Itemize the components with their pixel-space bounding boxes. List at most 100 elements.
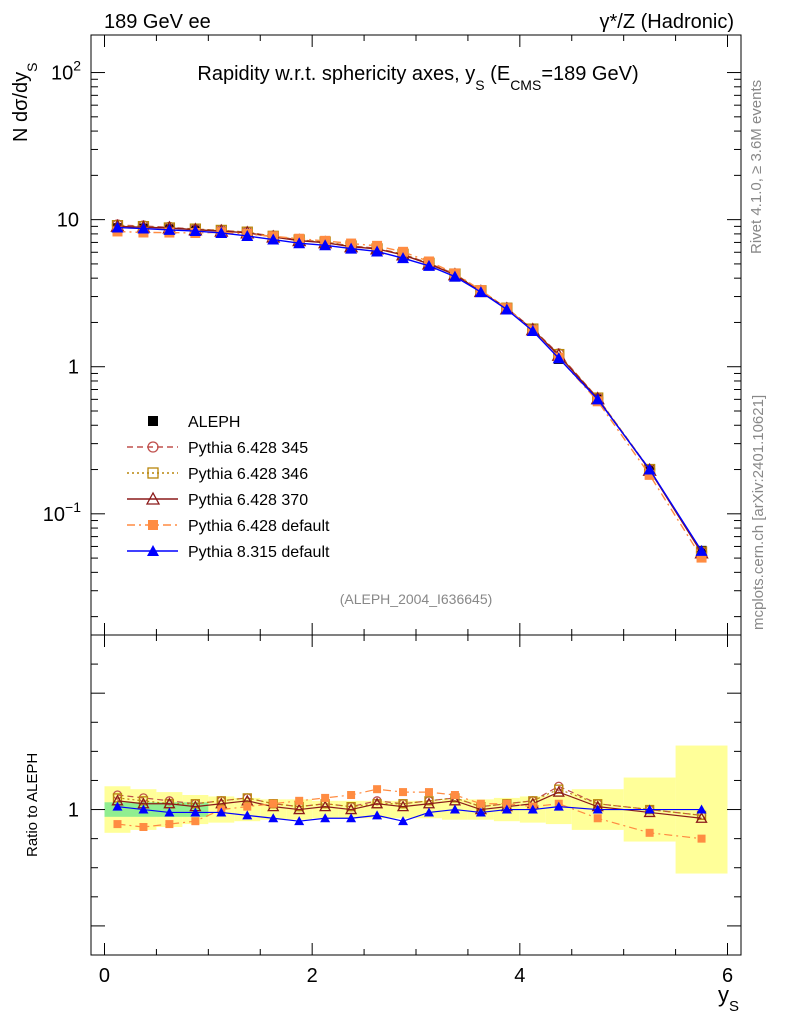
data-point bbox=[147, 441, 159, 453]
data-point bbox=[268, 813, 279, 823]
data-point bbox=[696, 552, 707, 563]
y-tick-label: 102 bbox=[51, 58, 81, 85]
x-axis-label-sub: S bbox=[729, 998, 739, 1015]
data-point bbox=[643, 463, 656, 475]
chart-title: Rapidity w.r.t. sphericity axes, yS (ECM… bbox=[197, 63, 638, 93]
data-point bbox=[112, 801, 123, 811]
ratio-series bbox=[111, 781, 708, 843]
ratio-band-bin bbox=[390, 800, 416, 819]
data-point bbox=[449, 804, 460, 814]
data-point bbox=[527, 804, 538, 814]
ratio-stat-band bbox=[104, 802, 209, 817]
data-point bbox=[190, 807, 201, 817]
legend-label: ALEPH bbox=[188, 414, 240, 431]
y-axis-label-sub: S bbox=[24, 63, 40, 72]
data-point bbox=[593, 814, 602, 823]
data-point bbox=[591, 393, 604, 405]
data-point bbox=[526, 324, 539, 336]
legend: ALEPH Pythia 6.428 345 Pythia 6.428 346 Pyt… bbox=[127, 414, 330, 561]
data-point bbox=[553, 801, 564, 811]
y-axis-label: N dσ/dyS bbox=[10, 63, 40, 143]
data-point bbox=[398, 799, 408, 809]
x-axis-label: yS bbox=[718, 982, 739, 1015]
x-tick-label: 0 bbox=[99, 965, 110, 987]
data-point bbox=[294, 816, 305, 826]
data-point bbox=[371, 245, 384, 257]
data-point bbox=[191, 817, 200, 826]
rivet-version-label: Rivet 4.1.0, ≥ 3.6M events bbox=[748, 80, 765, 254]
data-point bbox=[243, 802, 252, 811]
data-point bbox=[293, 803, 306, 815]
data-point bbox=[347, 791, 356, 799]
data-point bbox=[147, 545, 159, 556]
data-point bbox=[695, 544, 708, 556]
legend-label: Pythia 6.428 370 bbox=[188, 492, 308, 509]
data-point bbox=[113, 820, 122, 829]
data-point bbox=[422, 259, 435, 271]
data-point bbox=[424, 796, 434, 806]
data-point bbox=[165, 820, 174, 829]
data-point bbox=[696, 804, 707, 814]
ratio-line bbox=[117, 785, 702, 816]
data-point bbox=[476, 799, 485, 808]
data-point bbox=[424, 788, 433, 797]
data-point bbox=[474, 286, 487, 298]
data-point bbox=[145, 491, 161, 505]
x-tick-label: 4 bbox=[514, 965, 525, 987]
data-point bbox=[373, 785, 382, 794]
data-point bbox=[346, 813, 357, 823]
y-tick-label: 10 bbox=[57, 210, 79, 232]
analysis-id: (ALEPH_2004_I636645) bbox=[340, 591, 493, 607]
legend-label: Pythia 6.428 346 bbox=[188, 466, 308, 483]
data-point bbox=[320, 813, 331, 823]
data-point bbox=[295, 796, 304, 805]
data-point bbox=[241, 229, 254, 241]
data-point bbox=[695, 811, 708, 823]
data-point bbox=[552, 785, 565, 797]
data-point bbox=[370, 797, 384, 809]
data-point bbox=[399, 788, 408, 797]
data-point bbox=[398, 246, 409, 257]
data-point bbox=[111, 221, 124, 233]
x-tick-label: 2 bbox=[307, 965, 318, 987]
mcplots-label: mcplots.cern.ch [arXiv:2401.10621] bbox=[750, 395, 767, 630]
data-point bbox=[475, 807, 486, 817]
title-main: Rapidity w.r.t. sphericity axes, y bbox=[197, 63, 475, 85]
y-axis-label-main: N dσ/dy bbox=[10, 72, 32, 142]
title-end: =189 GeV) bbox=[541, 63, 638, 85]
data-point bbox=[397, 252, 410, 264]
data-point bbox=[697, 834, 706, 843]
data-point bbox=[645, 828, 654, 837]
data-point bbox=[148, 520, 158, 530]
data-point bbox=[644, 469, 655, 480]
y-tick-label: 10−1 bbox=[43, 499, 81, 526]
ratio-tick-label: 1 bbox=[68, 800, 79, 822]
data-point bbox=[502, 799, 511, 808]
data-point bbox=[293, 237, 306, 249]
data-point bbox=[592, 804, 603, 814]
axis-ticks: 0 2 4 6 10−1 1 10 102 1 bbox=[43, 35, 741, 987]
data-point bbox=[148, 416, 158, 426]
data-point bbox=[500, 303, 513, 315]
data-point bbox=[450, 791, 459, 799]
data-point bbox=[139, 823, 148, 831]
data-point bbox=[552, 352, 565, 364]
data-point bbox=[644, 804, 655, 814]
data-point bbox=[398, 816, 409, 826]
ratio-line bbox=[117, 791, 702, 819]
data-point bbox=[242, 793, 252, 803]
y-tick-label: 1 bbox=[68, 357, 79, 379]
data-point bbox=[321, 793, 330, 802]
legend-label: Pythia 6.428 default bbox=[188, 518, 330, 535]
data-point bbox=[216, 796, 226, 806]
x-tick-label: 6 bbox=[722, 965, 733, 987]
data-point bbox=[267, 233, 280, 245]
data-point bbox=[164, 807, 175, 817]
data-point bbox=[215, 226, 228, 238]
data-point bbox=[319, 800, 332, 812]
data-point bbox=[189, 225, 202, 237]
header-right: γ*/Z (Hadronic) bbox=[600, 11, 734, 33]
x-axis-label-main: y bbox=[718, 982, 729, 1007]
data-point bbox=[242, 810, 253, 820]
